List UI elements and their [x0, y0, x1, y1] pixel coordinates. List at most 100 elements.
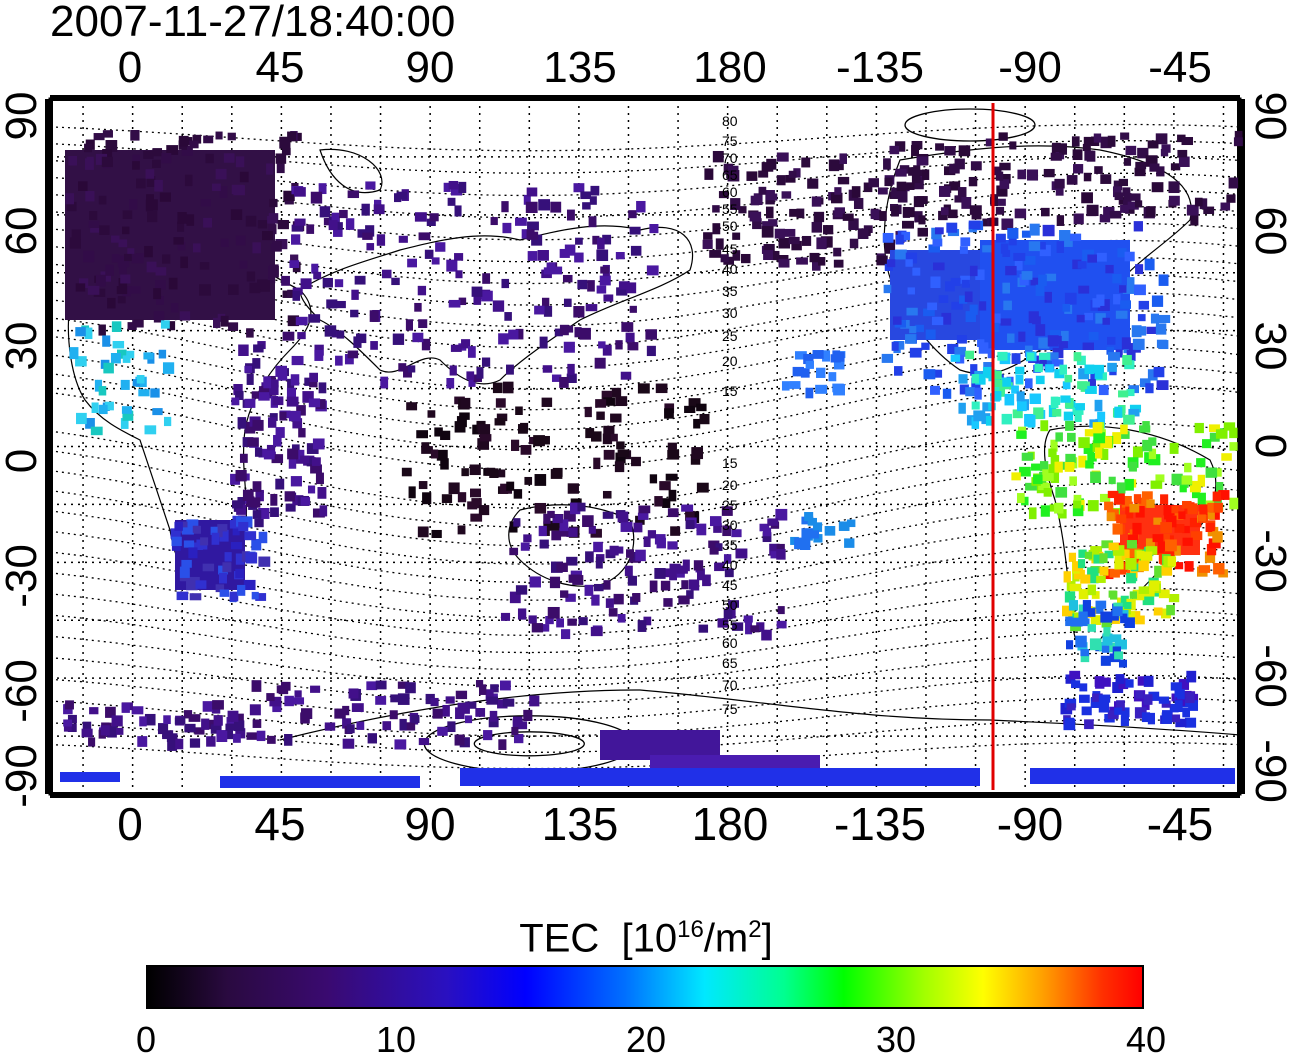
tec-cell [811, 221, 823, 233]
tec-cell [759, 523, 770, 532]
tec-cell [991, 391, 1002, 401]
tec-cell [440, 430, 451, 441]
tec-cell [891, 205, 899, 217]
tec-cell [1158, 590, 1170, 599]
tec-cell [1002, 282, 1010, 294]
tec-cell [252, 242, 261, 254]
tec-cell [1147, 712, 1155, 725]
tec-cell [431, 529, 442, 539]
tec-cell [1088, 331, 1099, 341]
tec-cell [1143, 586, 1155, 597]
tec-cell [1107, 490, 1119, 499]
tec-cell [954, 346, 966, 357]
tec-cell [1126, 573, 1136, 584]
tec-cell [488, 717, 499, 728]
tec-cell [68, 155, 77, 166]
tec-cell [417, 526, 429, 538]
tec-cell [709, 547, 719, 555]
tec-cell [1156, 166, 1165, 177]
tec-cell [75, 283, 86, 292]
tec-cell [144, 713, 156, 726]
tec-cell [286, 396, 299, 407]
tec-cell [1146, 326, 1158, 334]
tec-cell [801, 157, 811, 168]
tec-cell [143, 352, 154, 360]
tec-cell [1087, 567, 1098, 576]
tec-cell [357, 229, 367, 238]
left-tick-label: 90 [0, 91, 46, 141]
tec-cell [1184, 561, 1194, 572]
tec-cell [481, 290, 493, 302]
tec-cell [882, 232, 894, 243]
contour-label: 70 [722, 150, 738, 166]
tec-cell [1132, 522, 1142, 535]
tec-cell [796, 257, 808, 265]
tec-cell [1087, 624, 1096, 632]
tec-cell [1226, 194, 1236, 203]
tec-cell [290, 374, 300, 386]
tec-cell [376, 234, 386, 246]
contour-label: 75 [722, 133, 738, 149]
tec-cell [155, 280, 166, 290]
tec-cell [367, 733, 378, 744]
tec-cell [1078, 368, 1090, 380]
tec-cell [594, 357, 606, 369]
tec-cell [618, 281, 630, 290]
tec-cell [302, 391, 314, 403]
tec-cell [1194, 422, 1204, 434]
tec-cell [235, 156, 245, 168]
tec-cell [995, 233, 1006, 243]
tec-cell [549, 576, 561, 589]
tec-cell [718, 191, 729, 199]
tec-cell [934, 227, 944, 235]
tec-cell [447, 197, 456, 206]
tec-cell [98, 324, 106, 336]
tec-cell [756, 622, 765, 632]
tec-cell [636, 200, 646, 213]
tec-cell [365, 225, 375, 237]
tec-cell [631, 456, 641, 467]
tec-cell [333, 222, 343, 230]
tec-cell [1025, 378, 1033, 389]
tec-cell [541, 397, 553, 407]
tec-cell [667, 442, 677, 454]
left-tick-label: -30 [0, 544, 46, 608]
tec-cell [297, 332, 306, 340]
tec-cell [1059, 230, 1071, 241]
tec-cell [1125, 679, 1134, 688]
tec-cell [1205, 467, 1218, 478]
tec-cell [342, 738, 355, 749]
tec-cell [998, 132, 1008, 141]
tec-cell [171, 536, 182, 547]
tec-cell [1129, 591, 1137, 599]
tec-cell [258, 507, 270, 519]
tec-cell [1028, 507, 1037, 520]
tec-cell [704, 168, 714, 180]
tec-cell [901, 220, 914, 229]
tec-cell [1044, 291, 1052, 303]
tec-cell [1135, 691, 1144, 699]
tec-cell [490, 217, 498, 226]
tec-cell [167, 739, 178, 751]
tec-cell [1135, 615, 1145, 625]
tec-cell [238, 344, 249, 356]
tec-cell [210, 724, 222, 734]
tec-cell [837, 176, 850, 185]
tec-cell [1078, 437, 1090, 449]
tec-cell [959, 246, 968, 254]
tec-cell [1068, 552, 1077, 562]
tec-cell [126, 350, 135, 359]
tec-cell [458, 297, 467, 306]
tec-cell [912, 267, 921, 276]
tec-cell [120, 418, 129, 429]
tec-cell [551, 530, 562, 541]
tec-cell [1205, 522, 1215, 532]
tec-cell [1162, 533, 1170, 542]
tec-cell [89, 707, 99, 715]
tec-cell [244, 531, 257, 541]
tec-cell [684, 405, 696, 414]
contour-label: 50 [722, 597, 738, 613]
tec-cell [282, 290, 292, 298]
tec-cell [1075, 635, 1087, 648]
tec-cell [655, 383, 668, 394]
